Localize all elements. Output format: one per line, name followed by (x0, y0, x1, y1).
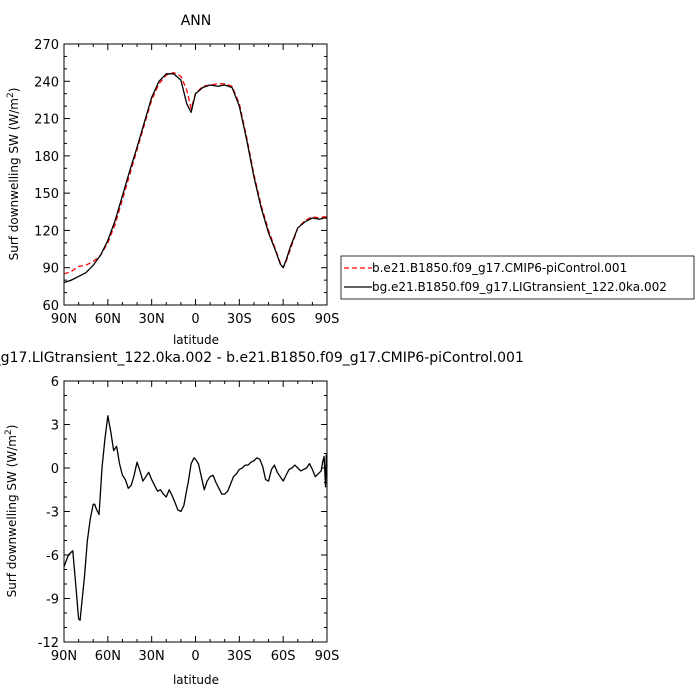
legend-label-picontrol: b.e21.B1850.f09_g17.CMIP6-piControl.001 (372, 261, 627, 275)
top-series-line-1 (63, 73, 327, 284)
top-y-tick-label: 240 (34, 75, 59, 90)
bottom-x-tick-label: 30S (227, 649, 252, 664)
bottom-panel-title: bg.e21.B1850.f09_g17.LIGtransient_122.0k… (0, 350, 524, 366)
top-x-tick-label: 90N (51, 312, 77, 327)
bottom-panel-series (63, 415, 328, 621)
top-x-tick-label: 30N (139, 312, 165, 327)
bottom-y-tick-label: -6 (46, 549, 59, 564)
bottom-panel-frame (63, 380, 328, 643)
top-y-tick-label: 210 (34, 113, 59, 128)
bottom-panel: bg.e21.B1850.f09_g17.LIGtransient_122.0k… (0, 350, 524, 687)
top-y-tick-label: 120 (34, 224, 59, 239)
top-panel: ANN latitude Surf downwelling SW (W/m2) … (6, 13, 339, 347)
top-panel-y-axis-label: Surf downwelling SW (W/m2) (6, 88, 21, 261)
bottom-series-line-0 (63, 415, 328, 621)
top-y-tick-label: 60 (42, 299, 59, 314)
bottom-panel-x-axis-label: latitude (173, 673, 219, 687)
top-panel-ticks: 90N 60N 30N 0 30S 60S 90S 60 90 120 150 180 210 240 27… (34, 38, 339, 327)
top-panel-frame (63, 43, 328, 306)
top-y-tick-label: 270 (34, 38, 59, 53)
top-y-tick-label: 90 (42, 262, 59, 277)
top-y-tick-label: 150 (34, 187, 59, 202)
bottom-x-tick-label: 30N (139, 649, 165, 664)
bottom-x-tick-label: 90N (51, 649, 77, 664)
bottom-y-tick-label: -3 (46, 506, 59, 521)
top-panel-series (63, 71, 327, 284)
top-panel-x-axis-label: latitude (173, 333, 219, 347)
top-x-tick-label: 60N (95, 312, 121, 327)
bottom-x-tick-label: 60N (95, 649, 121, 664)
top-x-tick-label: 60S (271, 312, 296, 327)
bottom-y-tick-label: -9 (46, 593, 59, 608)
top-panel-title: ANN (181, 13, 212, 29)
legend: b.e21.B1850.f09_g17.CMIP6-piControl.001 … (340, 255, 695, 300)
bottom-panel-y-axis-label: Surf downwelling SW (W/m2) (4, 425, 19, 598)
top-x-tick-label: 0 (191, 312, 199, 327)
legend-box (340, 255, 695, 300)
bottom-y-tick-label: -12 (38, 636, 59, 651)
bottom-x-tick-label: 0 (191, 649, 199, 664)
top-x-tick-label: 90S (315, 312, 340, 327)
legend-label-ligtransient: bg.e21.B1850.f09_g17.LIGtransient_122.0k… (372, 280, 667, 294)
bottom-x-tick-label: 90S (315, 649, 340, 664)
bottom-y-tick-label: 6 (51, 375, 59, 390)
bottom-y-tick-label: 0 (51, 462, 59, 477)
bottom-y-tick-label: 3 (51, 419, 59, 434)
top-x-tick-label: 30S (227, 312, 252, 327)
bottom-x-tick-label: 60S (271, 649, 296, 664)
top-y-tick-label: 180 (34, 150, 59, 165)
